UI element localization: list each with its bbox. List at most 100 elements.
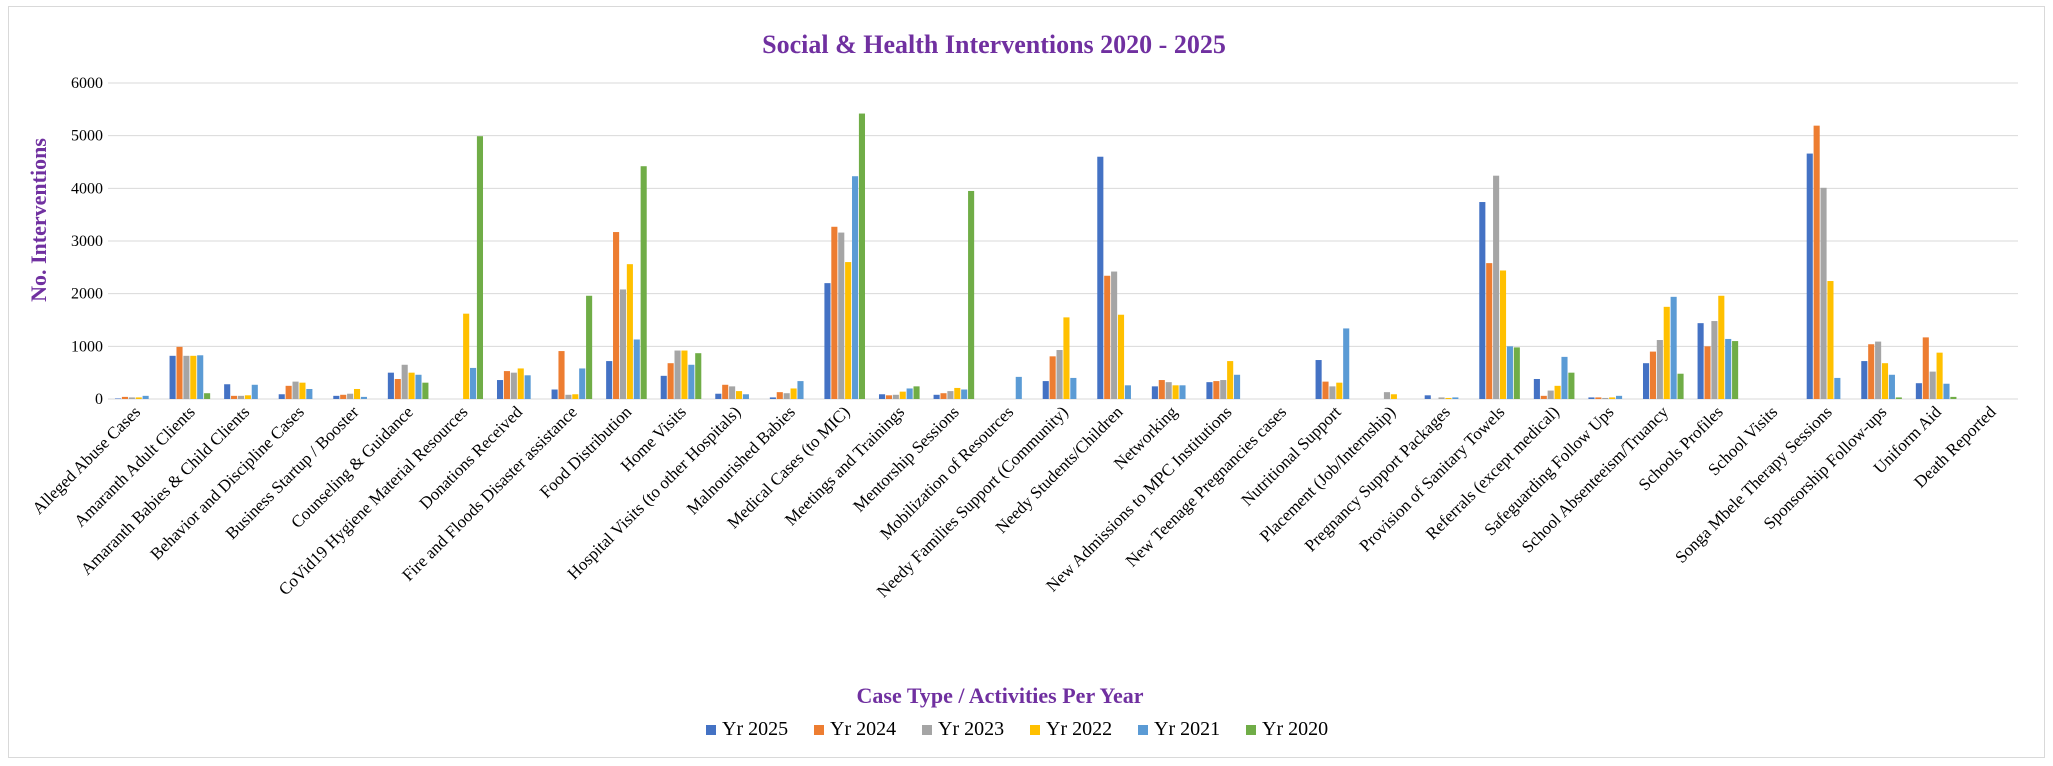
bar <box>1616 395 1623 399</box>
bar <box>1445 397 1452 399</box>
bar <box>1649 351 1656 399</box>
bar <box>940 393 947 399</box>
bar <box>1704 346 1711 399</box>
chart-title: Social & Health Interventions 2020 - 202… <box>762 30 1226 59</box>
legend-swatch <box>1030 725 1040 735</box>
bar <box>1875 341 1882 399</box>
legend-label: Yr 2025 <box>722 718 788 740</box>
bar <box>1424 395 1431 399</box>
x-tick-label: Food Distribution <box>536 402 636 502</box>
bar <box>1124 385 1131 399</box>
bar <box>1158 380 1165 399</box>
bar <box>114 398 122 399</box>
bar <box>1063 317 1070 399</box>
bar <box>1438 397 1445 399</box>
bar <box>1213 381 1220 399</box>
bar <box>1936 352 1943 399</box>
bar <box>688 364 695 399</box>
bar <box>845 262 852 399</box>
bar <box>1042 381 1049 399</box>
bar <box>1670 296 1677 399</box>
bar <box>1151 386 1158 399</box>
legend-label: Yr 2023 <box>938 718 1004 740</box>
bar <box>1602 397 1609 399</box>
bar <box>1861 361 1868 399</box>
bar <box>1697 323 1704 399</box>
bar <box>1609 397 1616 399</box>
bar <box>1929 371 1936 399</box>
bar <box>565 394 572 399</box>
bar <box>1322 381 1329 399</box>
bar <box>619 289 627 399</box>
bar <box>1383 392 1391 399</box>
bar <box>1718 295 1725 399</box>
bar <box>606 361 613 399</box>
bar <box>885 395 892 399</box>
bar <box>183 355 190 399</box>
bar <box>633 339 640 399</box>
bar <box>1104 275 1111 399</box>
bar <box>1179 385 1186 399</box>
bar <box>1390 394 1397 399</box>
y-tick-label: 6000 <box>71 75 103 92</box>
bar <box>1806 153 1813 399</box>
bar <box>1206 382 1213 399</box>
bar <box>613 232 620 399</box>
bar <box>899 391 906 399</box>
bar <box>347 393 354 399</box>
bar <box>640 166 647 399</box>
y-tick-label: 3000 <box>71 233 103 250</box>
bar <box>1881 363 1889 399</box>
bar <box>360 396 367 399</box>
bar <box>1220 380 1227 399</box>
bar <box>947 391 954 399</box>
bar <box>121 396 128 399</box>
bar <box>1568 372 1575 399</box>
bar <box>128 397 135 399</box>
bar <box>667 363 674 399</box>
bar <box>722 384 729 399</box>
bar <box>551 389 558 399</box>
gridlines <box>108 82 2018 400</box>
y-tick-label: 1000 <box>71 338 103 355</box>
bar <box>415 374 422 399</box>
y-axis-ticks: 0 1000 2000 3000 4000 5000 6000 <box>71 75 103 408</box>
bar <box>510 372 517 399</box>
bar <box>422 382 429 399</box>
bar <box>1922 337 1929 399</box>
bar <box>558 351 565 399</box>
bar <box>1540 395 1547 399</box>
bar <box>231 395 238 399</box>
y-tick-label: 4000 <box>71 180 103 197</box>
bar <box>251 384 258 399</box>
bar <box>1813 125 1820 399</box>
bar <box>961 389 968 399</box>
bar <box>204 393 211 399</box>
legend-label: Yr 2020 <box>1262 718 1328 740</box>
bar <box>1097 156 1104 399</box>
bar <box>1070 377 1077 399</box>
bars <box>114 113 1957 400</box>
bar <box>503 371 510 399</box>
x-tick-label: Needy Families Support (Community) <box>873 402 1072 601</box>
bar <box>1943 383 1950 399</box>
bar <box>1595 397 1602 399</box>
y-tick-label: 0 <box>95 391 103 408</box>
bar <box>1663 306 1670 399</box>
bar <box>1915 383 1922 399</box>
bar <box>1493 175 1500 399</box>
bar <box>1329 386 1336 399</box>
legend-swatch <box>814 725 824 735</box>
bar <box>387 372 394 399</box>
bar <box>1895 397 1902 399</box>
bar <box>660 375 667 399</box>
bar <box>1056 350 1063 399</box>
bar <box>476 136 484 399</box>
bar <box>1336 382 1343 399</box>
bar <box>1554 385 1561 399</box>
bar <box>340 394 347 399</box>
bar <box>176 346 183 399</box>
bar <box>1015 376 1022 399</box>
x-tick-label: Nutritional Support <box>1237 402 1344 509</box>
